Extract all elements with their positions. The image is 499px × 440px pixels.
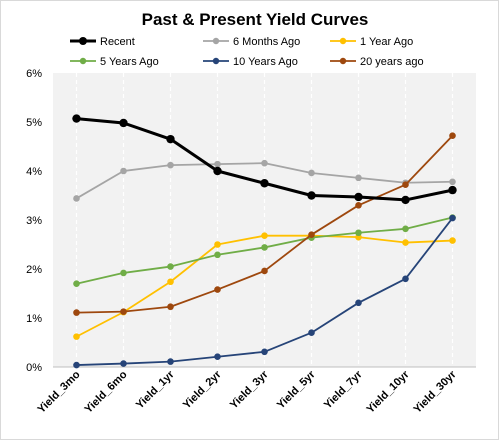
data-point — [120, 269, 127, 277]
data-point — [261, 159, 268, 167]
data-point — [167, 278, 174, 286]
chart-title: Past & Present Yield Curves — [142, 10, 369, 29]
data-point — [73, 361, 80, 369]
y-tick-label: 2% — [26, 264, 42, 276]
data-point — [449, 237, 456, 244]
legend-marker — [212, 37, 220, 45]
legend-label: 5 Years Ago — [100, 56, 159, 68]
y-tick-label: 1% — [26, 313, 42, 325]
chart-legend: Recent 6 Months Ago 1 Year Ago 5 Years Ago 1… — [70, 36, 424, 68]
series-0 — [72, 114, 457, 205]
data-point — [73, 309, 80, 316]
data-point — [449, 178, 456, 186]
plot-area: 0% 1% 2% 3% 4% 5% 6% Yield_3mo Yield_6mo Yield_1y… — [26, 68, 476, 416]
y-tick-label: 6% — [26, 68, 42, 80]
data-point — [214, 241, 221, 248]
data-point — [73, 280, 80, 288]
data-point — [166, 134, 175, 144]
data-point — [260, 179, 269, 188]
data-point — [72, 114, 81, 123]
data-point — [355, 229, 362, 237]
legend-item: 5 Years Ago — [70, 56, 159, 68]
x-tick-label: Yield_10yr — [364, 368, 412, 416]
data-point — [214, 286, 221, 293]
x-tick-label: Yield_1yr — [134, 368, 177, 411]
data-point — [402, 181, 409, 189]
data-point — [119, 118, 128, 128]
data-point — [355, 202, 362, 209]
data-point — [167, 358, 174, 365]
data-point — [355, 174, 362, 182]
data-point — [120, 308, 127, 315]
series-4 — [73, 214, 456, 369]
y-tick-label: 4% — [26, 166, 42, 178]
x-tick-label: Yield_30yr — [411, 368, 459, 416]
data-point — [307, 191, 316, 200]
data-point — [261, 232, 268, 239]
data-point — [214, 160, 221, 168]
data-point — [308, 231, 315, 238]
data-point — [261, 348, 268, 356]
legend-label: 1 Year Ago — [360, 36, 413, 48]
series-1 — [73, 159, 456, 202]
legend-marker — [339, 37, 347, 45]
data-point — [401, 195, 410, 205]
data-point — [402, 275, 409, 283]
data-point — [167, 303, 174, 311]
data-point — [261, 244, 268, 251]
data-point — [448, 185, 457, 195]
data-point — [355, 299, 362, 307]
data-point — [214, 251, 221, 259]
data-point — [73, 333, 80, 340]
data-point — [449, 214, 456, 222]
x-tick-label: Yield_6mo — [83, 368, 130, 415]
series-5 — [73, 132, 456, 316]
data-point — [449, 132, 456, 140]
y-tick-label: 3% — [26, 215, 42, 227]
legend-item: Recent — [70, 36, 135, 48]
data-point — [213, 166, 222, 176]
legend-marker — [79, 57, 87, 65]
legend-marker — [79, 37, 87, 45]
legend-item: 6 Months Ago — [203, 36, 300, 48]
data-point — [308, 169, 315, 177]
x-tick-label: Yield_3mo — [36, 368, 83, 415]
legend-label: Recent — [100, 36, 135, 48]
data-point — [261, 267, 268, 275]
legend-label: 20 years ago — [360, 56, 424, 68]
legend-marker — [339, 57, 347, 65]
data-point — [167, 161, 174, 169]
data-point — [120, 167, 127, 175]
legend-marker — [212, 57, 220, 65]
legend-item: 10 Years Ago — [203, 56, 298, 68]
data-point — [402, 239, 409, 246]
x-tick-label: Yield_3yr — [228, 368, 271, 411]
data-point — [354, 192, 363, 202]
data-point — [402, 225, 409, 233]
legend-item: 20 years ago — [330, 56, 424, 68]
legend-label: 6 Months Ago — [233, 36, 300, 48]
data-point — [308, 329, 315, 337]
data-point — [167, 263, 174, 270]
y-tick-label: 5% — [26, 117, 42, 129]
data-point — [214, 353, 221, 361]
data-point — [73, 195, 80, 202]
x-tick-label: Yield_7yr — [322, 368, 365, 411]
legend-label: 10 Years Ago — [233, 56, 298, 68]
data-point — [120, 360, 127, 367]
legend-item: 1 Year Ago — [330, 36, 413, 48]
x-tick-label: Yield_2yr — [181, 368, 224, 411]
x-tick-label: Yield_5yr — [275, 368, 318, 411]
y-tick-label: 0% — [26, 362, 42, 374]
